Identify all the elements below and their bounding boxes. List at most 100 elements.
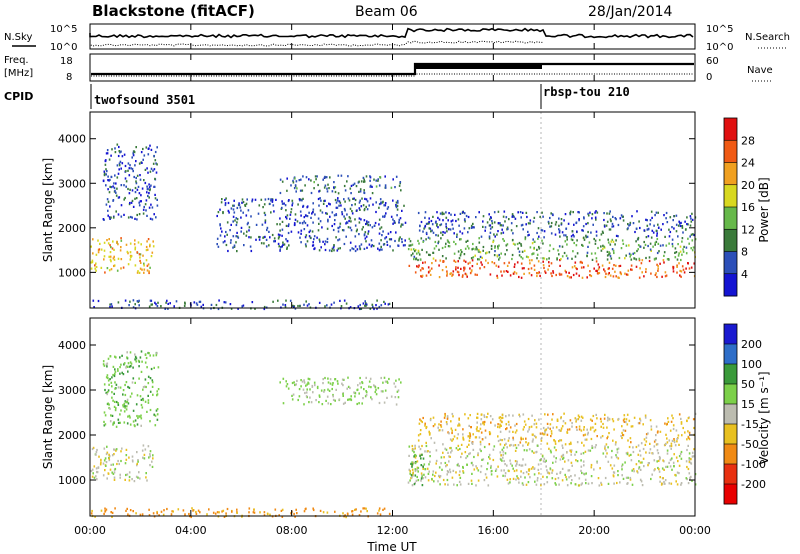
data-cell [479, 267, 481, 270]
data-cell [622, 477, 625, 480]
data-cell [149, 420, 151, 423]
data-cell [560, 455, 563, 458]
data-cell [118, 164, 121, 167]
data-cell [151, 460, 153, 463]
data-cell [528, 468, 531, 471]
data-cell [666, 422, 668, 425]
data-cell [568, 476, 570, 479]
data-cell [544, 431, 546, 434]
data-cell [582, 236, 585, 239]
data-cell [328, 187, 330, 190]
data-cell [580, 459, 582, 462]
data-cell [312, 507, 314, 510]
data-cell [590, 463, 593, 467]
data-cell [388, 512, 391, 515]
data-cell [577, 414, 580, 417]
data-cell [104, 469, 106, 472]
data-cell [445, 227, 448, 230]
data-cell [308, 401, 310, 404]
data-cell [250, 236, 252, 239]
data-cell [521, 250, 524, 253]
data-cell [428, 253, 430, 256]
data-cell [225, 230, 227, 234]
data-cell [301, 222, 304, 225]
data-cell [609, 218, 612, 221]
data-cell [248, 226, 251, 229]
data-cell [108, 406, 110, 410]
data-cell [587, 214, 590, 217]
data-cell [124, 406, 126, 409]
data-cell [527, 443, 529, 446]
data-cell [358, 221, 361, 224]
data-cell [106, 198, 109, 201]
data-cell [531, 242, 534, 245]
data-cell [688, 242, 690, 245]
data-cell [130, 255, 132, 259]
data-cell [564, 240, 567, 243]
data-cell [139, 477, 141, 480]
data-cell [518, 254, 521, 257]
data-cell [541, 229, 544, 232]
data-cell [600, 249, 603, 252]
data-cell [336, 199, 339, 202]
data-cell [420, 237, 423, 240]
data-cell [474, 248, 476, 251]
data-cell [508, 423, 510, 426]
data-cell [147, 194, 149, 198]
data-cell [120, 239, 123, 242]
data-cell [536, 274, 538, 278]
data-cell [292, 393, 295, 396]
beam-label: Beam 06 [355, 4, 418, 20]
data-cell [533, 268, 536, 271]
data-cell [427, 479, 430, 482]
data-cell [690, 247, 692, 250]
data-cell [414, 444, 416, 447]
data-cell [466, 445, 468, 448]
data-cell [539, 459, 541, 462]
data-cell [445, 225, 447, 228]
data-cell [129, 423, 132, 426]
data-cell [505, 415, 507, 418]
data-cell [107, 188, 109, 191]
data-cell [635, 240, 637, 243]
data-cell [515, 429, 518, 432]
data-cell [376, 512, 379, 515]
data-cell [608, 432, 610, 435]
data-cell [384, 389, 387, 392]
data-cell [587, 212, 589, 215]
data-cell [692, 455, 695, 458]
data-cell [451, 439, 453, 442]
data-cell [424, 450, 426, 453]
data-cell [380, 201, 382, 204]
data-cell [424, 468, 426, 471]
data-cell [504, 472, 507, 475]
data-cell [109, 258, 112, 261]
data-cell [659, 458, 661, 461]
data-cell [276, 223, 278, 226]
data-cell [585, 234, 587, 237]
data-cell [609, 243, 612, 246]
nsky-series-line [89, 27, 694, 39]
data-cell [536, 211, 538, 214]
data-cell [608, 212, 611, 215]
data-cell [232, 204, 234, 207]
data-cell [348, 219, 350, 223]
data-cell [117, 213, 120, 216]
data-cell [531, 253, 533, 256]
data-cell [658, 455, 661, 459]
data-cell [485, 252, 487, 255]
data-cell [302, 388, 305, 391]
data-cell [576, 252, 579, 255]
data-cell [273, 210, 275, 213]
data-cell [617, 276, 619, 279]
data-cell [690, 462, 693, 465]
data-cell [480, 449, 482, 453]
data-cell [512, 444, 515, 447]
data-cell [385, 236, 388, 239]
data-cell [502, 474, 504, 477]
data-cell [633, 251, 636, 255]
data-cell [134, 197, 136, 200]
data-cell [624, 429, 627, 432]
data-cell [146, 479, 148, 482]
data-cell [124, 478, 126, 481]
